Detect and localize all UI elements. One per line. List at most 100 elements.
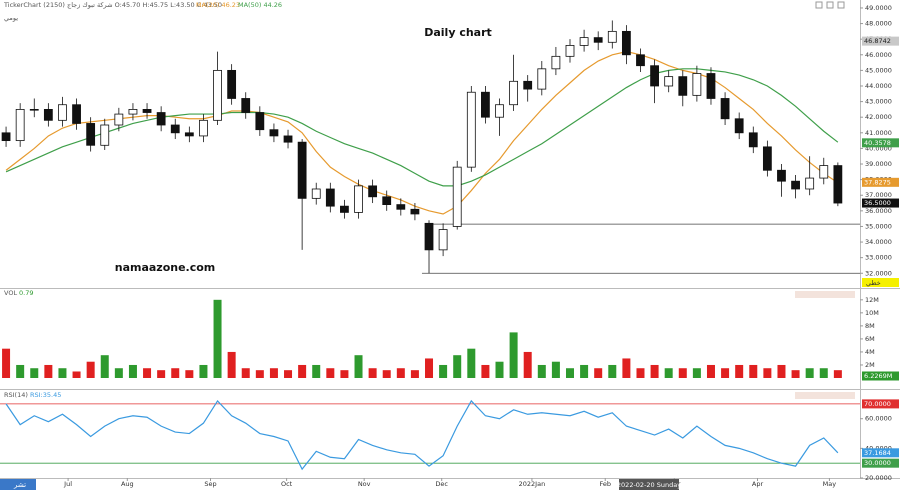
y-tick-label: 45.0000: [865, 66, 892, 74]
candle-body: [762, 146, 772, 171]
y-tick-label: 12M: [865, 296, 879, 304]
candle-body: [325, 188, 335, 207]
volume-bar: [678, 368, 687, 378]
volume-bar: [114, 368, 123, 378]
chart-title: Daily chart: [424, 26, 492, 39]
value-marker-label: 6.2269M: [864, 372, 892, 380]
candle-body: [819, 165, 829, 179]
volume-bar: [30, 368, 39, 378]
y-tick-label: 40.0000: [865, 144, 892, 152]
ma50-header: MA(50) 44.26: [238, 1, 282, 9]
volume-bar: [298, 364, 307, 378]
candle-body: [593, 37, 603, 43]
volume-bar: [227, 351, 236, 378]
candle-body: [368, 185, 378, 198]
volume-bar: [551, 361, 560, 378]
candle-body: [29, 109, 39, 111]
volume-bar: [467, 348, 476, 378]
candle-body: [255, 112, 265, 131]
volume-bar: [495, 361, 504, 378]
x-tick-label: May: [823, 480, 837, 488]
y-tick-label: 2M: [865, 361, 875, 369]
candle-body: [621, 30, 631, 56]
x-tick-label: 2022Jan: [519, 480, 546, 488]
y-tick-label: 37.0000: [865, 191, 892, 199]
panel-subtitle: RSI:35.45: [30, 391, 61, 399]
watermark: namaazone.com: [115, 261, 216, 274]
value-marker-box: [862, 371, 899, 381]
volume-bar: [650, 364, 659, 378]
candle-body: [805, 177, 815, 190]
volume-bar: [255, 370, 264, 378]
candle-body: [565, 45, 575, 57]
volume-bar: [636, 368, 645, 378]
volume-bar: [354, 355, 363, 378]
volume-bar: [44, 364, 53, 378]
volume-bar: [453, 355, 462, 378]
header-subtitle: يومي: [4, 14, 18, 22]
value-marker-box: [862, 177, 899, 187]
x-tick-label: Nov: [358, 480, 371, 488]
value-marker-box: [862, 36, 899, 46]
candle-body: [791, 180, 800, 190]
candle-body: [1, 132, 11, 142]
value-marker-label: 37.8275: [864, 178, 891, 186]
candle-body: [283, 135, 293, 143]
y-tick-label: 44.0000: [865, 82, 892, 90]
toggle-box: [862, 278, 899, 287]
volume-bar: [100, 355, 109, 378]
candle-body: [551, 55, 561, 70]
y-tick-label: 20.0000: [865, 474, 892, 482]
y-tick-label: 6M: [865, 335, 875, 343]
rsi-line: [5, 399, 839, 471]
candle-body: [15, 109, 25, 142]
panel-title: VOL: [4, 289, 17, 297]
volume-bar: [16, 364, 25, 378]
candle-body: [410, 208, 420, 215]
candle-body: [537, 68, 547, 90]
y-tick-label: 32.0000: [865, 269, 892, 277]
volume-bar: [735, 364, 744, 378]
button-bar[interactable]: [795, 392, 855, 399]
volume-bar: [608, 364, 617, 378]
volume-bar: [86, 361, 95, 378]
volume-bar: [509, 332, 518, 378]
candle-body: [678, 76, 688, 96]
x-tick-label: Aug: [121, 480, 134, 488]
value-marker-box: [862, 198, 899, 208]
value-marker-label: 40.3578: [864, 139, 891, 147]
y-tick-label: 10M: [865, 309, 879, 317]
candle-body: [86, 123, 96, 146]
volume-bar: [749, 364, 758, 378]
volume-bar: [791, 370, 800, 378]
candle-body: [213, 69, 222, 121]
volume-bar: [481, 364, 490, 378]
button-bar[interactable]: [795, 291, 855, 298]
y-tick-label: 39.0000: [865, 160, 892, 168]
panel-buttons[interactable]: [795, 1, 855, 399]
volume-bar: [241, 368, 250, 378]
y-tick-label: 34.0000: [865, 238, 892, 246]
share-button[interactable]: [0, 479, 36, 490]
button[interactable]: [826, 1, 834, 9]
candle-body: [692, 73, 702, 96]
share-label[interactable]: تشر: [13, 481, 26, 489]
candle-body: [452, 166, 462, 227]
volume-bar: [382, 370, 391, 378]
candle-body: [424, 222, 434, 251]
candle-body: [184, 132, 194, 137]
button[interactable]: [815, 1, 823, 9]
candle-body: [650, 65, 659, 87]
candle-body: [114, 113, 124, 126]
candle-body: [128, 109, 138, 115]
volume-bar: [537, 364, 546, 378]
volume-bar: [777, 364, 786, 378]
candle-body: [382, 196, 392, 205]
candle-body: [734, 118, 744, 134]
button[interactable]: [837, 1, 845, 9]
volume-bar: [213, 299, 222, 378]
moving-average: [5, 68, 839, 187]
candle-body: [523, 80, 533, 90]
volume-bar: [368, 368, 377, 378]
